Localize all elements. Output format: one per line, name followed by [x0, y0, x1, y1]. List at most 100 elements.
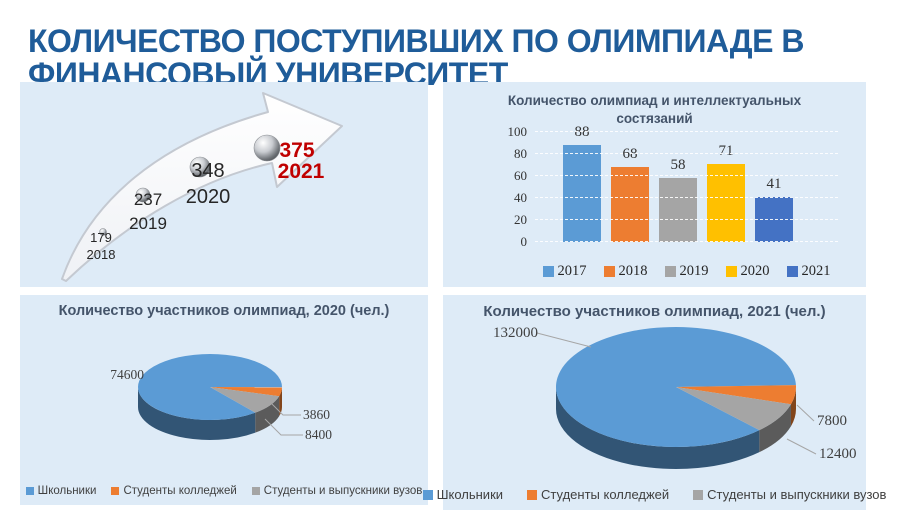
- pie-chart-2020: 74600 3860 8400: [110, 354, 332, 442]
- legend-label: Студенты и выпускники вузов: [707, 487, 887, 502]
- leader-line: [786, 438, 817, 455]
- pie-slice-side: [790, 387, 796, 427]
- legend-swatch-icon: [603, 266, 615, 277]
- pie-2020-title: Количество участников олимпиад, 2020 (че…: [58, 303, 390, 319]
- y-axis-tick-label: 40: [514, 190, 527, 205]
- legend-item: Студенты и выпускники вузов: [693, 487, 886, 502]
- arrow-year-label: 2018: [87, 247, 116, 262]
- bar-value-label: 41: [766, 175, 782, 192]
- pie-value-label: 12400: [819, 446, 857, 462]
- pie-slice-side: [759, 404, 791, 453]
- bar-2020: 71: [707, 143, 745, 242]
- pie-value-label: 3860: [303, 407, 330, 422]
- pie-value-label: 8400: [305, 427, 332, 442]
- pie-slice-1: [676, 385, 796, 405]
- legend-swatch-icon: [25, 487, 34, 495]
- legend-item: Школьники: [25, 485, 97, 497]
- legend-swatch-icon: [251, 487, 260, 495]
- arrow-year-label: 2019: [129, 214, 167, 233]
- arrow-year-label: 2021: [278, 160, 325, 183]
- legend-swatch-icon: [422, 489, 433, 500]
- leader-line: [536, 332, 592, 348]
- legend-item: Школьники: [422, 487, 504, 502]
- bar-value-label: 68: [622, 146, 638, 163]
- pie-slice-side: [556, 387, 760, 469]
- legend-label: Школьники: [436, 487, 504, 502]
- legend-label: Студенты колледжей: [123, 485, 237, 497]
- legend-label: Студенты колледжей: [541, 487, 670, 502]
- arrow-value-label: 179: [90, 230, 112, 245]
- legend-swatch-icon: [786, 266, 798, 277]
- legend-swatch-icon: [725, 266, 737, 277]
- legend-label: Студенты и выпускники вузов: [263, 485, 423, 497]
- pie-slice-2: [676, 387, 791, 431]
- legend-swatch-icon: [111, 487, 120, 495]
- pie-2021-legend: Школьники Студенты колледжей Студенты и вы…: [422, 487, 886, 502]
- pie-slice-1: [210, 387, 282, 397]
- leader-line: [796, 404, 815, 422]
- page-title: КОЛИЧЕСТВО ПОСТУПИВШИХ ПО ОЛИМПИАДЕ В ФИН…: [28, 25, 804, 90]
- bar-2019: 58: [659, 157, 697, 242]
- leader-line: [269, 401, 301, 416]
- legend-label: Школьники: [37, 485, 97, 497]
- legend-swatch-icon: [542, 266, 554, 277]
- pie-slice-side: [138, 387, 256, 440]
- panel-participants-2021-pie: Количество участников олимпиад, 2021 (че…: [422, 295, 886, 510]
- pie-slice-0: [556, 327, 796, 447]
- pie-2020-legend: Школьники Студенты колледжей Студенты и вы…: [20, 485, 428, 497]
- gridline: [535, 153, 838, 154]
- arrow-value-label: 237: [134, 190, 162, 209]
- y-axis-tick-label: 80: [514, 146, 527, 161]
- gridline: [535, 241, 838, 242]
- y-axis-tick-label: 20: [514, 212, 527, 227]
- milestone-sphere-icon: [99, 228, 107, 236]
- bar-value-label: 58: [670, 157, 686, 174]
- bar-series: 88 68 58 71 41: [563, 124, 793, 242]
- y-axis-tick-label: 100: [507, 124, 528, 139]
- panel-olympiad-count-bar-chart: Количество олимпиад и интеллектуальных с…: [443, 82, 866, 287]
- leader-line: [264, 418, 303, 436]
- legend-swatch-icon: [664, 266, 676, 277]
- legend-item: 2019: [664, 263, 709, 280]
- arrow-year-label: 2020: [186, 186, 231, 208]
- bar-value-label: 88: [574, 124, 590, 141]
- legend-item: 2020: [725, 263, 770, 280]
- legend-swatch-icon: [527, 489, 538, 500]
- legend-label: 2019: [679, 263, 709, 279]
- gridline: [535, 175, 838, 176]
- legend-item: Студенты колледжей: [111, 485, 237, 497]
- page-title-line1: КОЛИЧЕСТВО ПОСТУПИВШИХ ПО ОЛИМПИАДЕ В: [28, 23, 804, 60]
- panel-participants-2020-pie: Количество участников олимпиад, 2020 (че…: [20, 295, 428, 505]
- dashboard-grid: 179 2018 237 2019 348 2020 375 2021 Количество …: [20, 82, 886, 510]
- bar-value-label: 71: [718, 142, 734, 159]
- arrow-value-label: 375: [279, 139, 314, 162]
- y-axis-tick-label: 60: [514, 168, 527, 183]
- legend-item: Студенты и выпускники вузов: [251, 485, 423, 497]
- pie-value-label: 74600: [110, 367, 144, 382]
- bar-y-axis: 0 20 40 60 80 100: [443, 124, 528, 249]
- arrow-value-label: 348: [191, 160, 224, 182]
- milestone-sphere-icon: [135, 187, 151, 203]
- pie-slice-2: [210, 387, 280, 413]
- gridline: [535, 131, 838, 132]
- milestone-sphere-icon: [253, 134, 281, 162]
- milestone-sphere-icon: [189, 156, 211, 178]
- legend-item: 2021: [786, 263, 831, 280]
- bar-chart-legend: 2017 2018 2019 2020 2021: [535, 263, 838, 280]
- y-axis-tick-label: 0: [520, 234, 528, 249]
- pie-value-label: 7800: [817, 413, 847, 429]
- legend-item: 2017: [542, 263, 587, 280]
- bar-plot-area: 88 68 58 71 41: [535, 124, 838, 242]
- legend-label: 2017: [557, 263, 587, 279]
- bar-chart-title: Количество олимпиад и интеллектуальных с…: [507, 93, 802, 126]
- legend-item: Студенты колледжей: [527, 487, 669, 502]
- gridline: [535, 197, 838, 198]
- legend-label: 2021: [801, 263, 831, 279]
- pie-value-label: 132000: [493, 325, 538, 341]
- panel-admitted-trend: 179 2018 237 2019 348 2020 375 2021: [20, 82, 428, 287]
- pie-2021-title: Количество участников олимпиад, 2021 (че…: [483, 303, 826, 320]
- gridline: [535, 219, 838, 220]
- legend-label: 2018: [618, 263, 648, 279]
- bar-2017: 88: [563, 124, 601, 242]
